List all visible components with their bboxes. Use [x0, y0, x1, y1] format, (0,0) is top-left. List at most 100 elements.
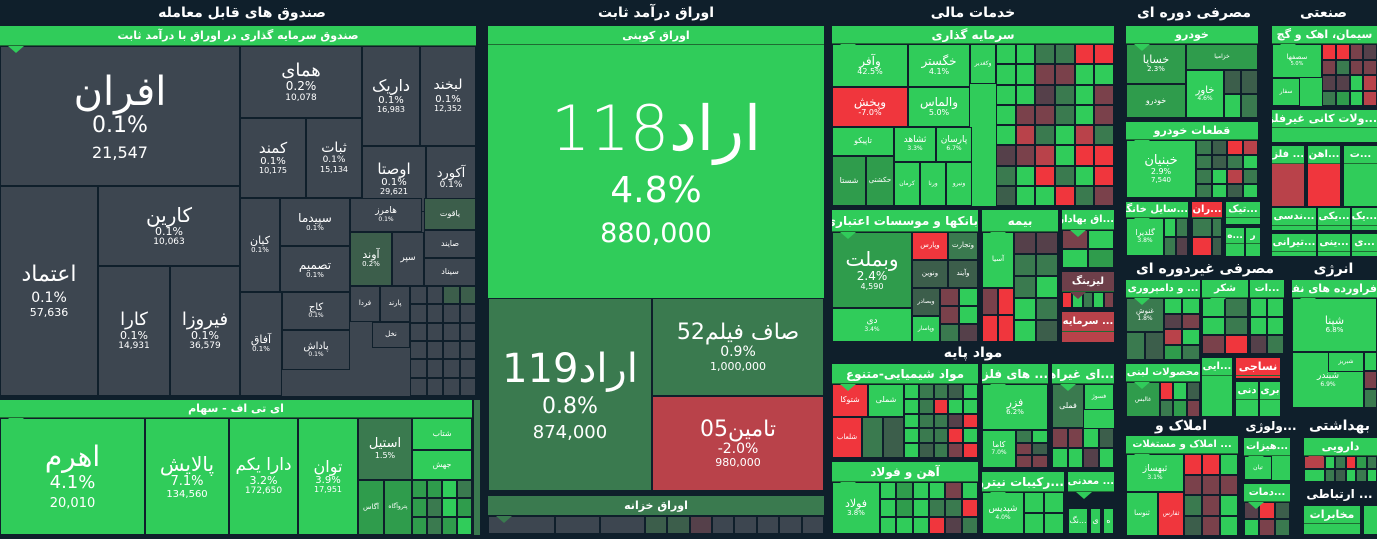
tile-avand[interactable]: آوند 0.2% [350, 232, 392, 286]
tile-padash[interactable]: پاداش 0.1% [282, 330, 350, 370]
group-header-investment[interactable]: سرمایه گذاری [832, 26, 1114, 44]
tile-agas[interactable]: آگاس [358, 480, 384, 535]
tile-saf-film52[interactable]: صاف فیلم52 0.9% 1,000,000 [652, 298, 824, 396]
tile-firouza[interactable]: فیروزا 0.1% 36,579 [170, 266, 240, 396]
group-header-dairy[interactable]: محصولات لبنی [1126, 364, 1200, 382]
group-header-mining[interactable]: ... معدنی [1068, 472, 1114, 492]
tile-shetab[interactable]: شتاب [412, 418, 472, 450]
group-ind-g1[interactable]: ... فلزی [1272, 146, 1304, 206]
tile-kama[interactable]: کاما 7.0% [982, 430, 1016, 468]
tile-jahesh[interactable]: جهش [412, 450, 472, 480]
tile-hkeshti[interactable]: حکشتی [866, 156, 894, 206]
tile-vpasar[interactable]: وپاسار [912, 316, 940, 342]
tile-sinad[interactable]: سیناد [424, 258, 476, 286]
tile-parand[interactable]: پارند [380, 286, 410, 322]
group-header-cs-g7[interactable]: دنی [1236, 382, 1258, 400]
group-header-textile[interactable]: نساجی [1236, 358, 1280, 376]
group-cd-misc3[interactable]: ...ه [1226, 228, 1244, 256]
tile-sayend[interactable]: صایند [424, 230, 476, 258]
tile-yaghout[interactable]: یاقوت [424, 198, 476, 230]
group-header-ind-g5[interactable]: ...یکی [1318, 208, 1350, 226]
tile-steel[interactable]: استیل 1.5% [358, 418, 412, 480]
group-cs-g3[interactable]: ...ات [1250, 280, 1284, 354]
group-header-banks[interactable]: بانکها و موسسات اعتباری [832, 210, 978, 232]
tile-afagh[interactable]: آفاق 0.1% [240, 292, 282, 396]
group-header-cement[interactable]: سیمان، اهک و گچ [1272, 26, 1377, 44]
group-nonferrous[interactable]: ...ای غیراهن فملی فسوژ [1052, 364, 1114, 468]
group-mining[interactable]: ... معدنی ...نگ ی ه [1068, 472, 1114, 534]
group-ind-g6[interactable]: ...یک [1352, 208, 1377, 230]
group-insurance[interactable]: بیمه آسیا [982, 210, 1058, 342]
tile-kerman[interactable]: کرمان [894, 162, 920, 206]
tile-varna[interactable]: ورنا [920, 162, 946, 206]
tile-vayand[interactable]: وآیند [948, 260, 978, 288]
group-steel[interactable]: آهن و فولاد فولاد 3.8% [832, 462, 978, 534]
group-coupon-bonds[interactable]: اوراق کوپنی اراد118 4.8% 880,000 اراد119… [488, 26, 824, 491]
tile-vniro[interactable]: ونیرو [946, 162, 972, 206]
tile-fazar[interactable]: فزر 6.2% [982, 384, 1048, 430]
tile-mining-3[interactable]: ه [1103, 508, 1114, 534]
tile-tasmim[interactable]: تصمیم 0.1% [280, 246, 350, 292]
group-header-ind-g8[interactable]: ...ینی [1318, 234, 1350, 252]
group-header-ind-g1[interactable]: ... فلزی [1272, 146, 1304, 164]
tile-kara[interactable]: کارا 0.1% 14,931 [98, 266, 170, 396]
group-cs-g5[interactable]: ...ایی [1202, 358, 1232, 418]
tile-vpars[interactable]: وپارس [912, 232, 948, 260]
group-agri[interactable]: ... و دامپروری غنوش 1.8% [1126, 280, 1200, 360]
tile-khavar[interactable]: خاور 4.6% [1186, 70, 1224, 118]
group-header-ind-g7[interactable]: ...تیرانی [1272, 234, 1316, 252]
tile-karin[interactable]: کارین 0.1% 10,063 [98, 186, 240, 266]
tile-vghadir[interactable]: وکغدیر [970, 44, 996, 84]
group-chemicals[interactable]: مواد شیمیایی-متنوع شتوکا شملی شلعاب [832, 364, 978, 458]
tile-vafar[interactable]: وآفر 42.5% [832, 44, 908, 87]
group-auto-parts[interactable]: قطعات خودرو خبنیان 2.9% 7,540 [1126, 122, 1258, 198]
tile-separ[interactable]: سپر [392, 232, 424, 286]
group-fixed-income-funds[interactable]: صندوق سرمایه گذاری در اوراق با درآمد ثاب… [0, 26, 476, 396]
tile-shelab[interactable]: شلعاب [832, 417, 862, 458]
group-header-ind-g2[interactable]: ...اهن [1308, 146, 1340, 164]
group-textile[interactable]: نساجی [1236, 358, 1280, 378]
tile-vpakhsh[interactable]: وپخش -7.0% [832, 87, 908, 127]
group-banks[interactable]: بانکها و موسسات اعتباری وبملت 2.4% 4,590 و… [832, 210, 978, 342]
group-auto[interactable]: خودرو خساپا 2.3% خزامیا خاور 4.6% خودرو [1126, 26, 1258, 118]
group-stock-exchange[interactable]: ...اق بهادار [1062, 210, 1114, 268]
tile-kian[interactable]: کیان 0.1% [240, 198, 280, 292]
group-cs-g7[interactable]: دنی [1236, 382, 1258, 418]
group-header-agri[interactable]: ... و دامپروری [1126, 280, 1200, 298]
group-header-nitrogen[interactable]: ...رکیبات نیتروژن [982, 472, 1064, 492]
group-header-appliances[interactable]: ...سایل خانگی [1126, 202, 1188, 218]
group-cd-misc2[interactable]: ...تیک [1226, 202, 1260, 224]
group-header-cs-g3[interactable]: ...ات [1250, 280, 1284, 298]
group-header-cd-misc3[interactable]: ...ه [1226, 228, 1244, 244]
group-cement[interactable]: سیمان، اهک و گچ سصفها 5.0% سفار [1272, 26, 1377, 106]
group-header-refining[interactable]: فراورده های نفتی [1292, 280, 1377, 298]
tile-sanosa[interactable]: ثنوسا [1126, 492, 1158, 536]
group-nonmetal[interactable]: ...ولات کانی غیرفلزی [1272, 110, 1377, 142]
group-header-fixed-income-funds[interactable]: صندوق سرمایه گذاری در اوراق با درآمد ثاب… [0, 26, 476, 46]
tile-khgostar[interactable]: خگستر 4.1% [908, 44, 970, 87]
tile-sobat[interactable]: ثبات 0.1% 15,134 [306, 118, 362, 198]
tile-vtejarat[interactable]: وتجارت [948, 232, 978, 260]
group-dairy[interactable]: محصولات لبنی غالبس [1126, 364, 1200, 418]
tile-parsan[interactable]: پارسان 6.7% [936, 127, 972, 162]
group-header-ind-g6[interactable]: ...یک [1352, 208, 1377, 226]
group-header-tech-1[interactable]: ...هیزات [1244, 438, 1290, 456]
group-re[interactable]: ... املاک و مستغلات ثبهساز 3.1% ثنوسا ثفا… [1126, 436, 1238, 536]
tile-palayesh[interactable]: پالایش 7.1% 134,560 [145, 418, 229, 535]
group-ind-g2[interactable]: ...اهن [1308, 146, 1340, 206]
tile-tapiko[interactable]: تاپیکو [832, 127, 894, 156]
group-header-pharma[interactable]: دارویی [1304, 438, 1377, 456]
tile-hamarz[interactable]: هامرز 0.1% [350, 198, 422, 232]
group-cd-misc1[interactable]: ...ران [1192, 202, 1222, 256]
group-ind-g8[interactable]: ...ینی [1318, 234, 1350, 256]
tile-nakhl[interactable]: نخل [372, 322, 410, 348]
tile-kaj[interactable]: کاج 0.1% [282, 292, 350, 330]
group-header-auto-parts[interactable]: قطعات خودرو [1126, 122, 1258, 140]
group-header-sugar[interactable]: شکر [1202, 280, 1248, 298]
group-header-telecom[interactable]: مخابرات [1304, 506, 1360, 524]
tile-arad119[interactable]: اراد119 0.8% 874,000 [488, 298, 652, 491]
group-header-metals[interactable]: ... های فلزی [982, 364, 1048, 384]
group-pharma[interactable]: دارویی [1304, 438, 1377, 482]
